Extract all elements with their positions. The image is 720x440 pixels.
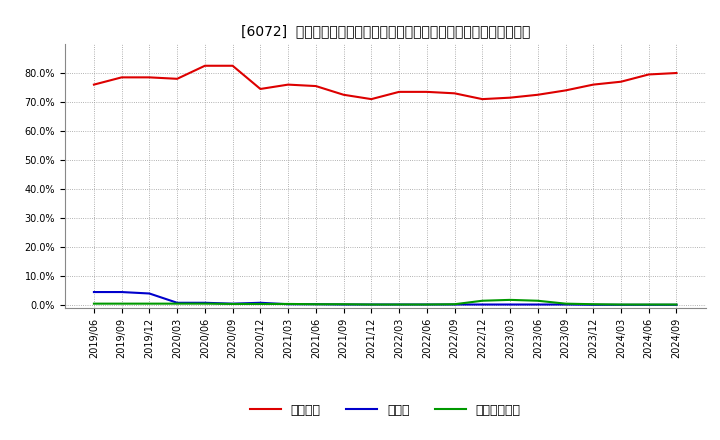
- 自己資本: [672, 70, 681, 76]
- 繰延税金資産: [339, 301, 348, 307]
- Legend: 自己資本, のれん, 繰延税金資産: 自己資本, のれん, 繰延税金資産: [245, 399, 526, 422]
- のれん: [312, 301, 320, 307]
- 自己資本: [505, 95, 514, 100]
- 繰延税金資産: [561, 301, 570, 306]
- Line: のれん: のれん: [94, 292, 677, 305]
- のれん: [117, 290, 126, 295]
- のれん: [561, 302, 570, 307]
- Line: 繰延税金資産: 繰延税金資産: [94, 300, 677, 304]
- 自己資本: [256, 86, 265, 92]
- 繰延税金資産: [117, 301, 126, 306]
- のれん: [423, 302, 431, 307]
- 繰延税金資産: [395, 302, 403, 307]
- のれん: [478, 302, 487, 307]
- 自己資本: [644, 72, 653, 77]
- のれん: [672, 302, 681, 308]
- のれん: [284, 301, 292, 307]
- 繰延税金資産: [505, 297, 514, 303]
- 自己資本: [173, 76, 181, 81]
- 繰延税金資産: [616, 302, 625, 307]
- 繰延税金資産: [284, 301, 292, 307]
- のれん: [228, 301, 237, 306]
- 自己資本: [117, 75, 126, 80]
- Line: 自己資本: 自己資本: [94, 66, 677, 99]
- 繰延税金資産: [312, 301, 320, 307]
- のれん: [589, 302, 598, 308]
- のれん: [89, 290, 98, 295]
- のれん: [201, 300, 210, 305]
- のれん: [534, 302, 542, 307]
- のれん: [256, 300, 265, 305]
- 自己資本: [201, 63, 210, 68]
- のれん: [644, 302, 653, 308]
- 繰延税金資産: [450, 301, 459, 307]
- 繰延税金資産: [256, 301, 265, 307]
- Title: [6072]  自己資本、のれん、繰延税金資産の総資産に対する比率の推移: [6072] 自己資本、のれん、繰延税金資産の総資産に対する比率の推移: [240, 25, 530, 39]
- のれん: [616, 302, 625, 308]
- 自己資本: [616, 79, 625, 84]
- 繰延税金資産: [478, 298, 487, 304]
- 自己資本: [89, 82, 98, 87]
- 繰延税金資産: [423, 302, 431, 307]
- 自己資本: [450, 91, 459, 96]
- 自己資本: [534, 92, 542, 97]
- 繰延税金資産: [534, 298, 542, 304]
- 繰延税金資産: [89, 301, 98, 306]
- のれん: [450, 302, 459, 307]
- 自己資本: [589, 82, 598, 87]
- 自己資本: [228, 63, 237, 68]
- 自己資本: [312, 84, 320, 89]
- のれん: [395, 302, 403, 307]
- 自己資本: [145, 75, 154, 80]
- のれん: [505, 302, 514, 307]
- 自己資本: [423, 89, 431, 95]
- のれん: [339, 302, 348, 307]
- 自己資本: [284, 82, 292, 87]
- 繰延税金資産: [145, 301, 154, 306]
- 繰延税金資産: [201, 301, 210, 306]
- 繰延税金資産: [589, 301, 598, 307]
- 自己資本: [478, 96, 487, 102]
- 繰延税金資産: [672, 302, 681, 307]
- 繰延税金資産: [644, 302, 653, 307]
- 繰延税金資産: [173, 301, 181, 306]
- のれん: [367, 302, 376, 307]
- 自己資本: [339, 92, 348, 97]
- 自己資本: [367, 96, 376, 102]
- 自己資本: [561, 88, 570, 93]
- 自己資本: [395, 89, 403, 95]
- 繰延税金資産: [228, 301, 237, 307]
- 繰延税金資産: [367, 302, 376, 307]
- のれん: [145, 291, 154, 296]
- のれん: [173, 300, 181, 305]
